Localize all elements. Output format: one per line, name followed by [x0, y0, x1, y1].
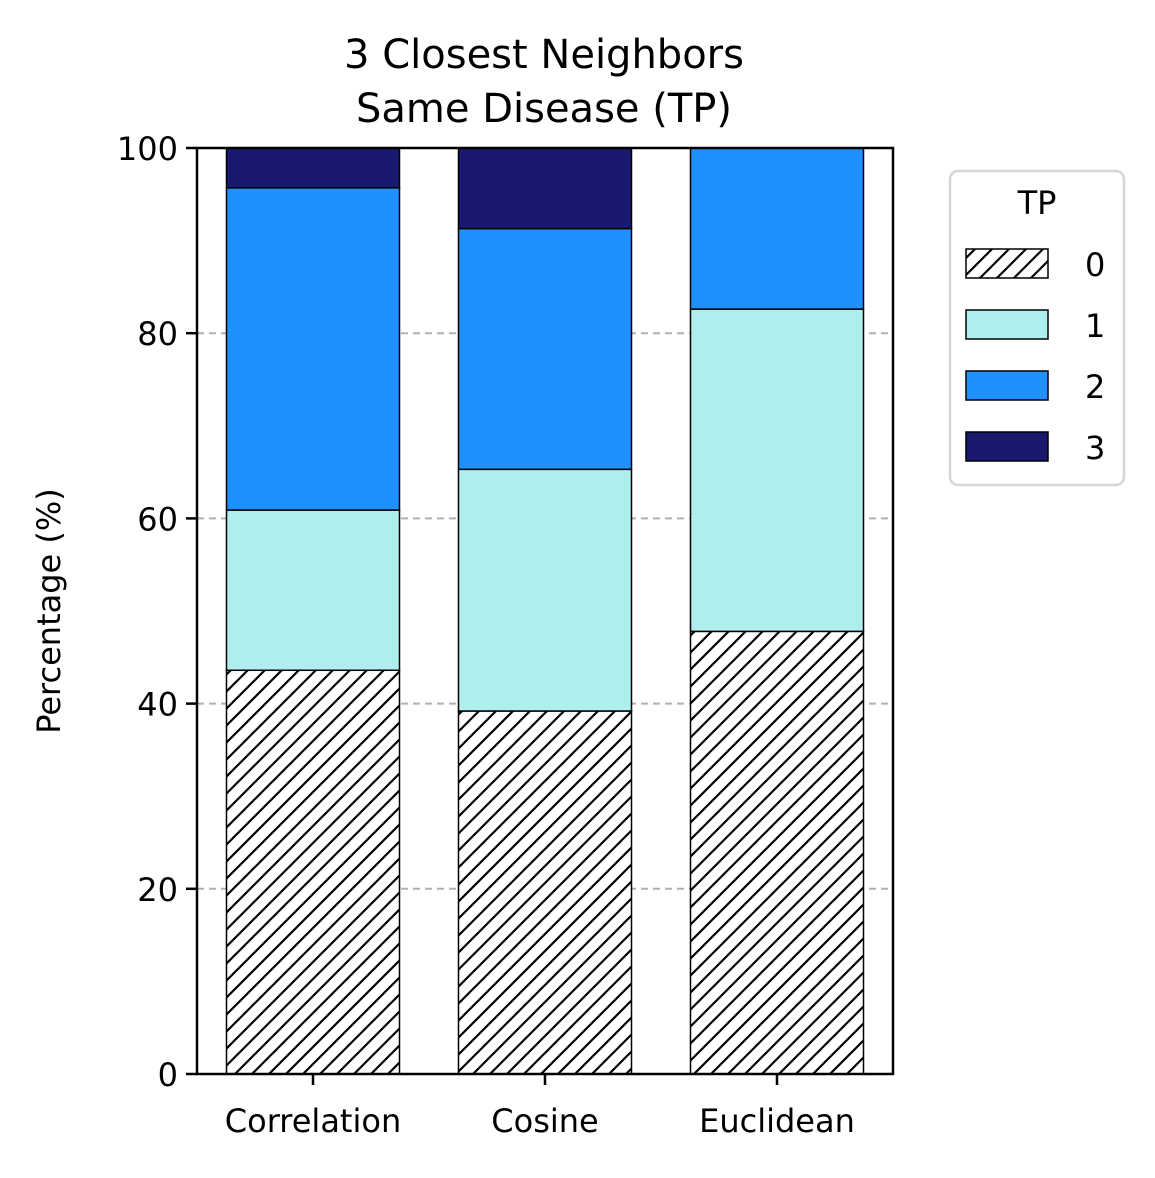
bar-correlation-tp-0 [225, 669, 401, 1075]
legend-label-tp-0: 0 [1085, 246, 1105, 284]
legend-swatch-tp-2 [965, 370, 1049, 401]
bar-correlation-tp-1 [225, 509, 401, 672]
y-tick-label: 40 [137, 686, 178, 724]
bar-cosine-tp-2 [457, 227, 633, 471]
bar-euclidean-tp-0 [689, 630, 865, 1075]
legend-title: TP [1017, 184, 1057, 222]
y-tick-label: 20 [137, 871, 178, 909]
legend-swatch-tp-0 [965, 248, 1049, 279]
y-tick-label: 100 [117, 130, 178, 168]
bar-euclidean-tp-1 [689, 308, 865, 633]
legend-label-tp-1: 1 [1085, 307, 1105, 345]
y-tick-label: 60 [137, 500, 178, 538]
axes: 0 20 40 60 80 100 Correlation Cosine Euclidean [117, 130, 895, 1140]
x-tick-label-correlation: Correlation [225, 1102, 401, 1140]
y-tick-label: 80 [137, 315, 178, 353]
bar-correlation-tp-3 [225, 147, 401, 189]
y-axis-label: Percentage (%) [30, 488, 68, 734]
y-tick-label: 0 [158, 1056, 178, 1094]
chart-title-line-2: Same Disease (TP) [356, 86, 732, 132]
legend-label-tp-2: 2 [1085, 368, 1105, 406]
bar-cosine-tp-1 [457, 468, 633, 712]
legend-swatch-tp-3 [965, 431, 1049, 462]
bar-cosine-tp-3 [457, 147, 633, 230]
chart-title: 3 Closest Neighbors Same Disease (TP) [344, 32, 744, 132]
legend-label-tp-3: 3 [1085, 429, 1105, 467]
chart-title-line-1: 3 Closest Neighbors [344, 32, 744, 78]
legend: TP 0 1 2 3 [948, 169, 1126, 487]
bar-correlation-tp-2 [225, 187, 401, 511]
x-tick-label-cosine: Cosine [491, 1102, 598, 1140]
bar-euclidean-tp-2 [689, 147, 865, 310]
legend-swatch-tp-1 [965, 309, 1049, 340]
bars [225, 147, 865, 1075]
bar-cosine-tp-0 [457, 710, 633, 1075]
x-tick-label-euclidean: Euclidean [699, 1102, 855, 1140]
